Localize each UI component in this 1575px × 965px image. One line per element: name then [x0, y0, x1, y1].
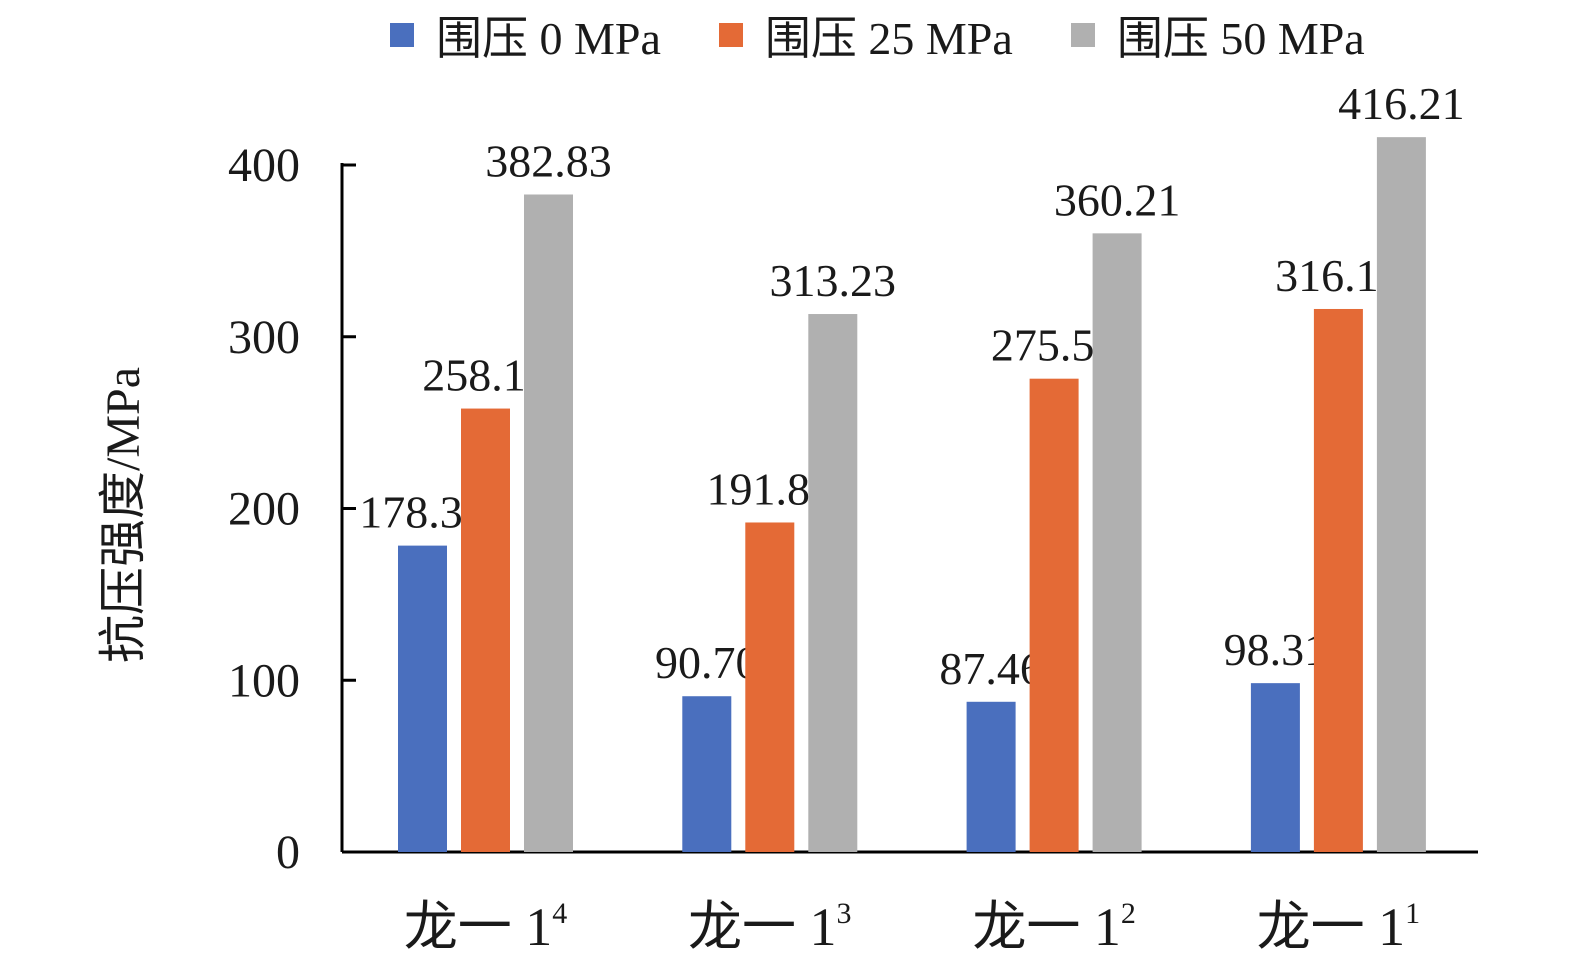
legend-item-25mpa: 围压 25 MPa: [718, 2, 1013, 68]
x-tick-label: 龙一 11: [1257, 897, 1421, 957]
legend-item-0mpa: 围压 0 MPa: [390, 2, 661, 68]
bar: [745, 522, 795, 852]
bar: [461, 408, 510, 852]
bar: [1029, 378, 1079, 852]
legend-label-50mpa: 围压 50 MPa: [1116, 13, 1365, 64]
y-tick-label: 400: [228, 139, 300, 192]
legend-swatch-25mpa: [718, 23, 743, 47]
bar: [524, 194, 573, 852]
legend-swatch-50mpa: [1070, 23, 1095, 47]
y-tick-label: 200: [228, 483, 300, 536]
bar: [1313, 308, 1363, 852]
data-label: 313.23: [770, 255, 897, 306]
data-label: 98.31: [1224, 624, 1328, 675]
data-label: 382.83: [485, 135, 612, 186]
data-label: 416.21: [1338, 78, 1465, 129]
bar: [1376, 137, 1426, 853]
data-label: 87.46: [939, 643, 1043, 694]
data-label: 360.21: [1054, 174, 1181, 225]
y-tick-label: 300: [228, 311, 300, 364]
legend-label-25mpa: 围压 25 MPa: [764, 13, 1013, 64]
y-tick-label: 0: [276, 826, 300, 879]
x-tick-label: 龙一 13: [688, 897, 852, 957]
legend-swatch-0mpa: [390, 23, 414, 47]
x-tick-label: 龙一 12: [972, 897, 1136, 957]
data-label: 90.70: [655, 637, 759, 688]
legend-item-50mpa: 围压 50 MPa: [1070, 2, 1365, 68]
bar: [1250, 683, 1300, 852]
bar: [1092, 233, 1142, 852]
legend: 围压 0 MPa 围压 25 MPa 围压 50 MPa: [390, 2, 1365, 68]
bar: [682, 696, 732, 852]
bar: [808, 314, 858, 852]
legend-label-0mpa: 围压 0 MPa: [436, 13, 661, 64]
x-tick-label: 龙一 14: [404, 897, 568, 957]
bar: [398, 545, 447, 852]
y-tick-label: 100: [228, 654, 300, 707]
bar: [966, 701, 1016, 852]
